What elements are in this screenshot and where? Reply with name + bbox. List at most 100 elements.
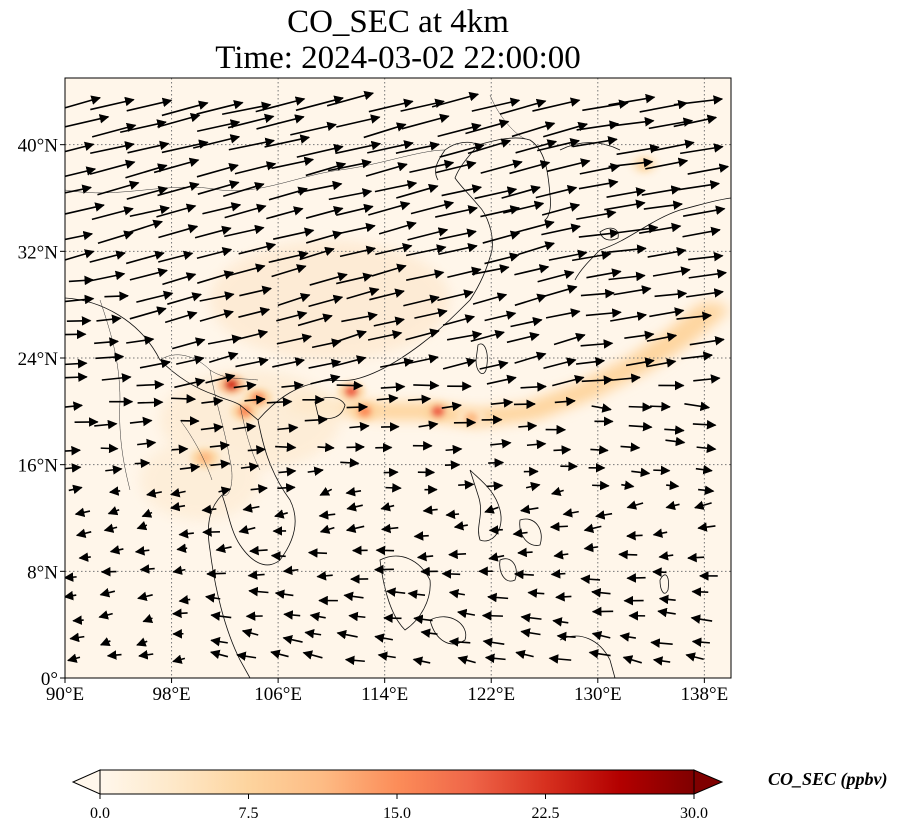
wind-arrow bbox=[368, 201, 411, 216]
wind-arrow bbox=[255, 96, 306, 113]
wind-arrow bbox=[503, 200, 545, 214]
wind-arrow bbox=[343, 591, 364, 602]
wind-arrow bbox=[199, 309, 234, 322]
plot-title-line2: Time: 2024-03-02 22:00:00 bbox=[215, 40, 581, 76]
wind-arrow bbox=[606, 187, 646, 198]
wind-arrow bbox=[127, 140, 170, 154]
wind-arrow bbox=[340, 458, 360, 468]
wind-arrow bbox=[486, 374, 517, 385]
wind-arrow bbox=[344, 655, 365, 666]
wind-arrow bbox=[65, 202, 105, 215]
wind-arrow bbox=[377, 651, 396, 661]
wind-arrow bbox=[210, 636, 228, 647]
wind-arrow bbox=[264, 134, 311, 148]
wind-arrow bbox=[682, 226, 721, 238]
wind-arrow bbox=[680, 143, 724, 155]
wind-arrow bbox=[333, 355, 367, 367]
wind-arrow bbox=[693, 374, 721, 384]
wind-arrow bbox=[68, 275, 95, 286]
wind-arrow bbox=[543, 121, 588, 138]
y-tick-label: 24°N bbox=[18, 349, 59, 370]
wind-arrow bbox=[441, 401, 462, 412]
wind-arrow bbox=[409, 159, 455, 174]
wind-arrow bbox=[126, 335, 155, 346]
wind-arrow bbox=[532, 97, 581, 112]
wind-arrow bbox=[484, 310, 517, 322]
wind-arrow bbox=[247, 570, 265, 580]
wind-arrow bbox=[456, 608, 476, 619]
wind-arrow bbox=[205, 593, 221, 603]
wind-arrow bbox=[346, 442, 365, 452]
wind-arrow bbox=[65, 358, 88, 369]
wind-arrow bbox=[442, 357, 477, 370]
wind-arrow bbox=[374, 180, 418, 193]
wind-arrow bbox=[223, 181, 265, 197]
wind-arrow bbox=[613, 285, 652, 296]
wind-arrow bbox=[125, 163, 168, 179]
wind-arrow bbox=[441, 184, 483, 197]
wind-arrow bbox=[309, 611, 326, 622]
wind-arrow bbox=[553, 445, 572, 455]
wind-arrow bbox=[107, 506, 120, 516]
wind-arrow bbox=[89, 250, 126, 263]
wind-arrow bbox=[628, 402, 653, 412]
colorbar-extend-low bbox=[71, 769, 101, 795]
wind-vectors bbox=[65, 90, 730, 666]
map-frame bbox=[64, 77, 732, 679]
hotspot-core bbox=[430, 405, 445, 418]
wind-arrow bbox=[65, 166, 97, 178]
wind-arrow bbox=[572, 250, 612, 262]
wind-arrow bbox=[691, 587, 709, 597]
wind-arrow bbox=[514, 293, 547, 307]
wind-arrow bbox=[274, 509, 288, 519]
colorbar-tick-label: 0.0 bbox=[90, 805, 110, 822]
wind-arrow bbox=[91, 122, 137, 138]
wind-arrow bbox=[134, 458, 151, 469]
wind-arrow bbox=[240, 462, 260, 472]
wind-arrow bbox=[141, 508, 153, 518]
wind-arrow bbox=[665, 500, 680, 511]
wind-arrow bbox=[228, 137, 275, 151]
wind-arrow bbox=[626, 500, 644, 510]
wind-arrow bbox=[688, 269, 727, 279]
wind-arrow bbox=[446, 330, 483, 341]
wind-arrow bbox=[620, 442, 641, 452]
wind-arrow bbox=[383, 467, 399, 478]
wind-arrow bbox=[549, 521, 568, 532]
wind-arrow bbox=[308, 294, 344, 308]
wind-arrow bbox=[676, 311, 713, 322]
wind-arrow bbox=[480, 205, 521, 218]
wind-arrow bbox=[420, 628, 438, 638]
wind-arrow bbox=[238, 306, 271, 318]
wind-arrow bbox=[520, 382, 547, 392]
wind-arrow bbox=[156, 203, 197, 218]
wind-arrow bbox=[250, 484, 268, 494]
wind-arrow bbox=[196, 119, 241, 133]
wind-arrow bbox=[482, 637, 505, 648]
wind-arrow bbox=[65, 184, 92, 194]
wind-arrow bbox=[453, 521, 468, 531]
wind-arrow bbox=[167, 292, 202, 305]
wind-arrow bbox=[412, 656, 431, 666]
colorbar-ticks: 0.0 7.5 15.0 22.5 30.0 bbox=[90, 794, 708, 822]
wind-arrow bbox=[65, 114, 110, 128]
wind-arrow bbox=[136, 521, 148, 531]
wind-arrow bbox=[158, 224, 199, 239]
y-axis-ticks: 0° 8°N 16°N 24°N 32°N 40°N bbox=[18, 136, 65, 690]
wind-arrow bbox=[414, 308, 448, 319]
wind-arrow bbox=[310, 374, 341, 385]
wind-arrow bbox=[537, 269, 575, 283]
wind-arrow bbox=[646, 332, 678, 342]
wind-arrow bbox=[346, 502, 363, 512]
wind-arrow bbox=[553, 332, 586, 346]
wind-arrow bbox=[345, 523, 365, 534]
wind-arrow bbox=[697, 522, 716, 532]
wind-arrow bbox=[536, 138, 580, 152]
wind-arrow bbox=[652, 266, 691, 277]
wind-arrow bbox=[234, 161, 277, 175]
wind-arrow bbox=[488, 458, 505, 468]
wind-arrow bbox=[591, 403, 612, 413]
wind-arrow bbox=[99, 588, 116, 598]
wind-arrow bbox=[647, 247, 687, 258]
